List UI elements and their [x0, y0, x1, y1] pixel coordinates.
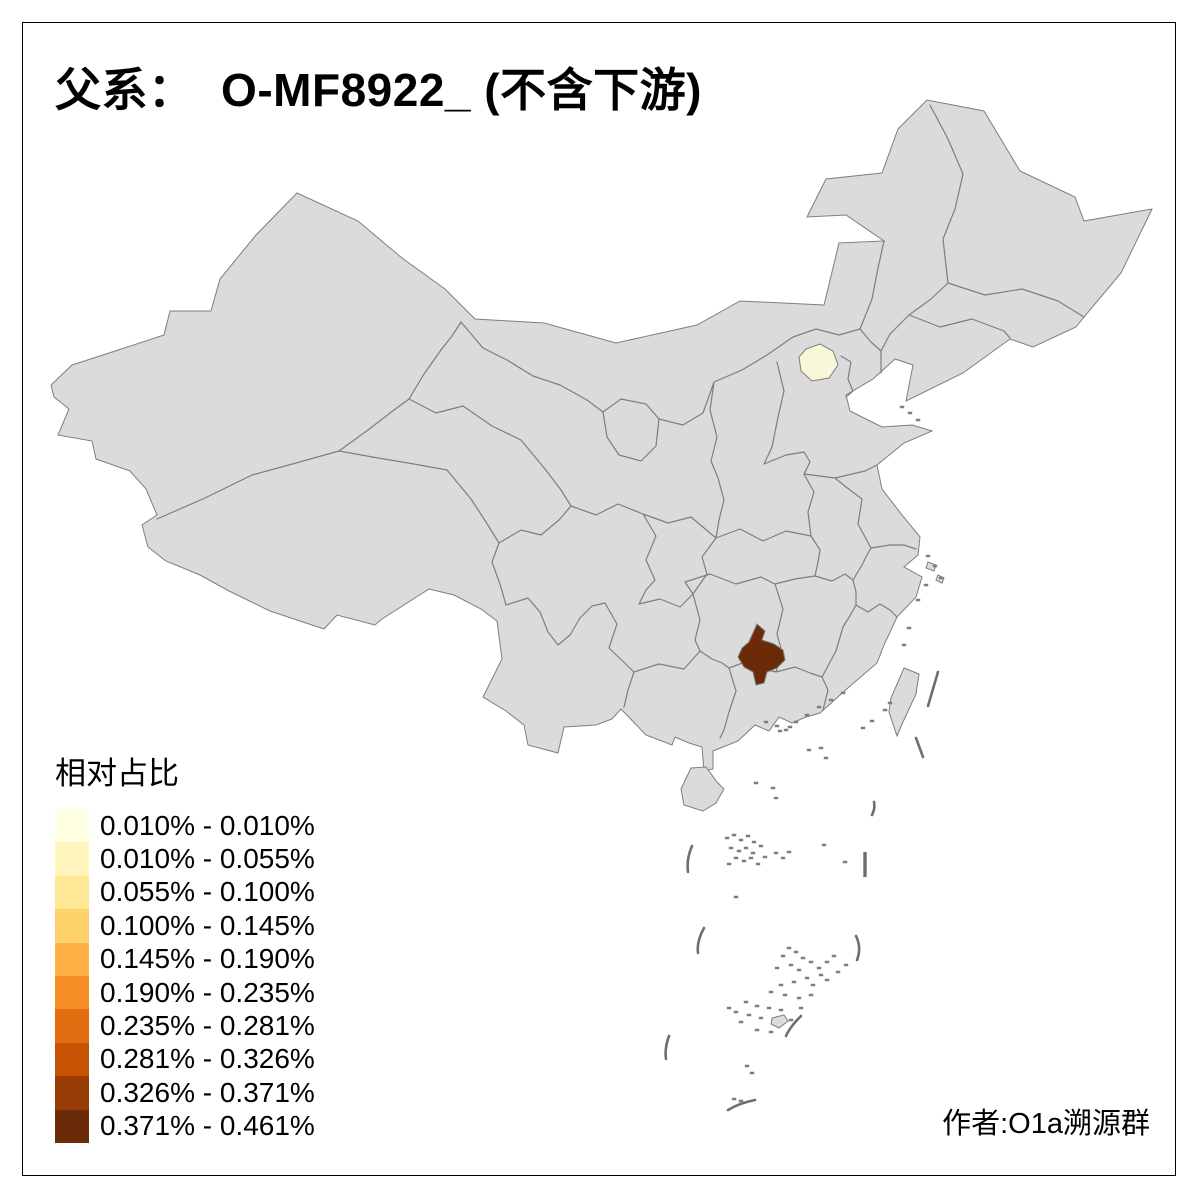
- island-specks: [724, 405, 944, 1103]
- legend-color-swatch: [55, 1109, 89, 1143]
- legend-class-label: 0.055% - 0.100%: [100, 876, 315, 908]
- legend-row: 0.235% - 0.281%: [55, 1009, 315, 1043]
- province-borders: [156, 104, 1085, 739]
- legend-class-label: 0.190% - 0.235%: [100, 976, 315, 1008]
- legend-class-label: 0.281% - 0.326%: [100, 1043, 315, 1075]
- hainan-island: [680, 766, 725, 812]
- nine-dash-line: [664, 670, 940, 1112]
- legend-class-label: 0.145% - 0.190%: [100, 943, 315, 975]
- mainland-china-shape: [50, 99, 1153, 772]
- legend-color-swatch: [55, 1042, 89, 1077]
- legend-class-label: 0.010% - 0.055%: [100, 843, 315, 875]
- legend-row: 0.010% - 0.010%: [55, 809, 315, 843]
- legend-row: 0.010% - 0.055%: [55, 842, 315, 876]
- region-beijing: [798, 343, 839, 382]
- south-sea-islet: [770, 1014, 789, 1029]
- legend-color-swatch: [55, 875, 89, 910]
- region-hunan-prefecture: [737, 623, 786, 686]
- map-legend: 相对占比 0.010% - 0.010% 0.010% - 0.055% 0.055…: [55, 748, 315, 1143]
- taiwan-island: [888, 667, 920, 738]
- legend-class-label: 0.235% - 0.281%: [100, 1010, 315, 1042]
- legend-color-swatch: [55, 1076, 89, 1110]
- legend-class-label: 0.371% - 0.461%: [100, 1110, 315, 1142]
- legend-row: 0.281% - 0.326%: [55, 1042, 315, 1077]
- legend-color-swatch: [55, 1009, 89, 1043]
- legend-row: 0.326% - 0.371%: [55, 1076, 315, 1110]
- legend-color-swatch: [55, 842, 89, 876]
- legend-class-label: 0.326% - 0.371%: [100, 1076, 315, 1108]
- legend-title: 相对占比: [55, 756, 179, 791]
- legend-row: 0.190% - 0.235%: [55, 975, 315, 1010]
- legend-class-label: 0.100% - 0.145%: [100, 909, 315, 941]
- legend-color-swatch: [55, 909, 89, 943]
- legend-class-label: 0.010% - 0.010%: [100, 809, 315, 841]
- legend-rows: 0.010% - 0.010% 0.010% - 0.055% 0.055% - 0…: [55, 809, 315, 1143]
- author-credit: 作者:O1a溯源群: [942, 1108, 1150, 1140]
- legend-row: 0.055% - 0.100%: [55, 875, 315, 910]
- legend-color-swatch: [55, 809, 89, 843]
- legend-row: 0.371% - 0.461%: [55, 1109, 315, 1143]
- legend-color-swatch: [55, 975, 89, 1010]
- page-title: 父系： O-MF8922_ (不含下游): [55, 64, 702, 116]
- legend-color-swatch: [55, 942, 89, 976]
- legend-row: 0.145% - 0.190%: [55, 942, 315, 976]
- legend-row: 0.100% - 0.145%: [55, 909, 315, 943]
